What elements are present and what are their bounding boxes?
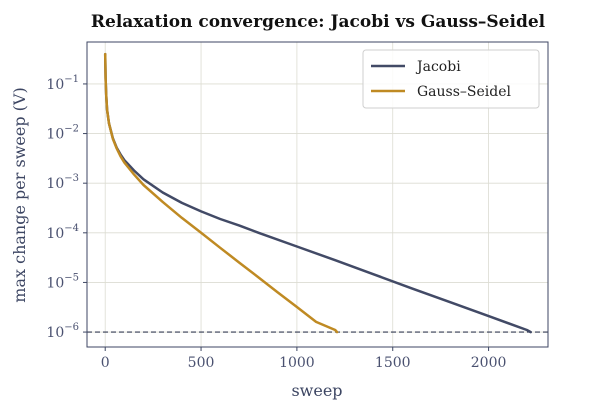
y-axis: 10−6 10−5 10−4 10−3 10−2 10−1: [46, 74, 87, 341]
x-axis: 0 500 1000 1500 2000: [101, 347, 507, 371]
legend-box: [362, 49, 540, 109]
y-tick-label: 10−5: [46, 272, 79, 291]
y-tick-label: 10−2: [46, 124, 79, 143]
x-tick-label: 0: [101, 355, 110, 371]
x-tick-label: 500: [188, 355, 215, 371]
y-tick-label: 10−4: [46, 223, 79, 242]
series-line-gauss-seidel: [103, 52, 339, 334]
chart-title: Relaxation convergence: Jacobi vs Gauss–…: [91, 12, 546, 32]
plot-frame: [86, 41, 549, 348]
x-tick-label: 2000: [471, 355, 507, 371]
y-tick-label: 10−3: [46, 173, 79, 192]
legend: Jacobi Gauss–Seidel: [362, 49, 540, 109]
x-axis-label: sweep: [291, 381, 342, 400]
legend-label-gauss-seidel: Gauss–Seidel: [417, 84, 512, 100]
x-tick-label: 1000: [279, 355, 315, 371]
x-tick-label: 1500: [375, 355, 411, 371]
y-tick-label: 10−6: [46, 322, 79, 341]
y-axis-label: max change per sweep (V): [10, 87, 29, 302]
y-tick-label: 10−1: [46, 74, 79, 93]
legend-label-jacobi: Jacobi: [415, 59, 461, 75]
series-layer: [103, 52, 532, 334]
